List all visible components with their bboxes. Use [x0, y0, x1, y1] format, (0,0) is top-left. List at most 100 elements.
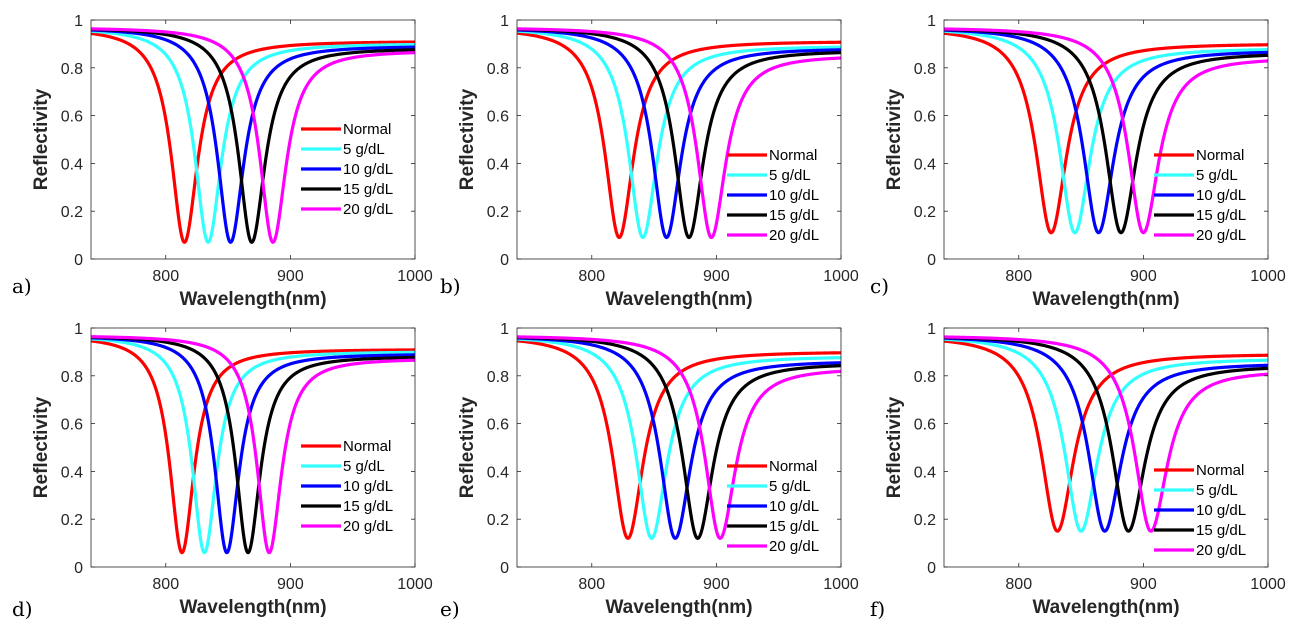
- series-line-normal: [91, 339, 415, 555]
- y-axis-label: Reflectivity: [457, 88, 478, 190]
- x-tick-label: 900: [1130, 268, 1157, 285]
- legend: Normal 5 g/dL 10 g/dL 15 g/dL 20 g/dL: [1154, 147, 1246, 244]
- legend-label: 5 g/dL: [769, 167, 811, 184]
- y-tick-label: 0.2: [487, 512, 509, 529]
- legend-label: Normal: [1196, 147, 1244, 164]
- chart-panel-a: 0 0.2 0.4 0.6 0.8 1 800 900 1000 Wavelength(nm) Re…: [12, 13, 433, 310]
- y-tick-label: 0.4: [61, 156, 83, 173]
- y-tick-label: 0.8: [914, 369, 936, 386]
- legend: Normal 5 g/dL 10 g/dL 15 g/dL 20 g/dL: [727, 147, 819, 244]
- y-tick-label: 1: [74, 321, 83, 338]
- legend-label: Normal: [343, 121, 391, 138]
- legend-label: 15 g/dL: [769, 518, 819, 535]
- legend: Normal 5 g/dL 10 g/dL 15 g/dL 20 g/dL: [301, 438, 393, 535]
- y-tick-label: 0.8: [61, 369, 83, 386]
- y-tick-label: 0: [74, 252, 83, 269]
- y-tick-label: 0.8: [914, 61, 936, 78]
- y-tick-label: 0.2: [914, 512, 936, 529]
- series-group: [517, 27, 841, 240]
- series-line-5-g-dl: [517, 337, 841, 540]
- legend-label: Normal: [769, 147, 817, 164]
- y-tick-label: 0.4: [61, 464, 83, 481]
- y-tick-label: 0.4: [914, 156, 936, 173]
- x-tick-label: 1000: [397, 576, 433, 593]
- legend-label: 20 g/dL: [343, 201, 393, 218]
- y-axis-label: Reflectivity: [884, 88, 905, 190]
- panel-letter: b): [440, 274, 461, 298]
- legend-label: 10 g/dL: [343, 478, 393, 495]
- x-tick-label: 900: [277, 268, 304, 285]
- legend-label: 5 g/dL: [343, 141, 385, 158]
- series-line-20-g-dl: [517, 27, 841, 240]
- series-line-normal: [517, 339, 841, 540]
- x-tick-label: 900: [703, 268, 730, 285]
- legend-label: 5 g/dL: [343, 458, 385, 475]
- x-tick-label: 800: [578, 268, 605, 285]
- x-tick-label: 1000: [1250, 268, 1286, 285]
- x-tick-label: 800: [1005, 576, 1032, 593]
- y-tick-label: 0.4: [487, 464, 509, 481]
- legend: Normal 5 g/dL 10 g/dL 15 g/dL 20 g/dL: [727, 458, 819, 555]
- series-group: [944, 335, 1268, 533]
- y-tick-label: 1: [74, 13, 83, 30]
- x-tick-label: 1000: [397, 268, 433, 285]
- legend-label: 10 g/dL: [343, 161, 393, 178]
- x-axis-label: Wavelength(nm): [605, 289, 752, 310]
- y-tick-label: 1: [927, 13, 936, 30]
- legend: Normal 5 g/dL 10 g/dL 15 g/dL 20 g/dL: [1154, 462, 1246, 559]
- x-axis-label: Wavelength(nm): [179, 597, 326, 618]
- y-tick-label: 0.4: [914, 464, 936, 481]
- panel-letter: f): [870, 597, 885, 621]
- axes-box: [90, 327, 416, 568]
- x-axis-label: Wavelength(nm): [179, 289, 326, 310]
- legend-label: 10 g/dL: [769, 187, 819, 204]
- y-tick-label: 0.6: [487, 417, 509, 434]
- legend-label: 5 g/dL: [1196, 482, 1238, 499]
- legend-label: 15 g/dL: [343, 181, 393, 198]
- series-group: [91, 335, 415, 555]
- y-axis-label: Reflectivity: [457, 396, 478, 498]
- series-line-10-g-dl: [944, 28, 1268, 235]
- legend-label: Normal: [769, 458, 817, 475]
- x-axis-label: Wavelength(nm): [1032, 289, 1179, 310]
- y-tick-label: 1: [927, 321, 936, 338]
- chart-panel-c: 0 0.2 0.4 0.6 0.8 1 800 900 1000 Wavelength(nm) Re…: [870, 13, 1286, 310]
- series-line-5-g-dl: [944, 29, 1268, 235]
- y-tick-label: 0.6: [487, 109, 509, 126]
- x-tick-label: 800: [1005, 268, 1032, 285]
- chart-panel-f: 0 0.2 0.4 0.6 0.8 1 800 900 1000 Wavelength(nm) Re…: [870, 321, 1286, 621]
- series-line-normal: [944, 339, 1268, 533]
- legend-label: 10 g/dL: [769, 498, 819, 515]
- legend-label: 5 g/dL: [1196, 167, 1238, 184]
- y-axis-label: Reflectivity: [31, 396, 52, 498]
- series-line-20-g-dl: [91, 335, 415, 555]
- y-tick-label: 0.2: [487, 204, 509, 221]
- axes-box: [943, 327, 1269, 568]
- legend-label: 10 g/dL: [1196, 502, 1246, 519]
- legend-label: 5 g/dL: [769, 478, 811, 495]
- y-tick-label: 0.2: [61, 512, 83, 529]
- x-tick-label: 800: [152, 268, 179, 285]
- series-line-20-g-dl: [91, 27, 415, 244]
- legend-label: 20 g/dL: [1196, 542, 1246, 559]
- series-line-10-g-dl: [517, 336, 841, 540]
- legend-label: 15 g/dL: [343, 498, 393, 515]
- y-tick-label: 0.2: [914, 204, 936, 221]
- y-tick-label: 0.8: [487, 369, 509, 386]
- axes-box: [516, 327, 842, 568]
- series-line-20-g-dl: [517, 335, 841, 540]
- series-line-20-g-dl: [944, 335, 1268, 533]
- legend-label: 20 g/dL: [343, 518, 393, 535]
- x-axis-label: Wavelength(nm): [605, 597, 752, 618]
- y-tick-label: 0.2: [61, 204, 83, 221]
- legend-label: Normal: [343, 438, 391, 455]
- y-tick-label: 0: [500, 252, 509, 269]
- legend-label: Normal: [1196, 462, 1244, 479]
- axes-box: [90, 19, 416, 260]
- panel-letter: c): [870, 274, 889, 298]
- y-tick-label: 0.4: [487, 156, 509, 173]
- legend-label: 20 g/dL: [769, 227, 819, 244]
- y-tick-label: 0: [927, 560, 936, 577]
- legend-label: 20 g/dL: [769, 538, 819, 555]
- series-line-10-g-dl: [91, 336, 415, 555]
